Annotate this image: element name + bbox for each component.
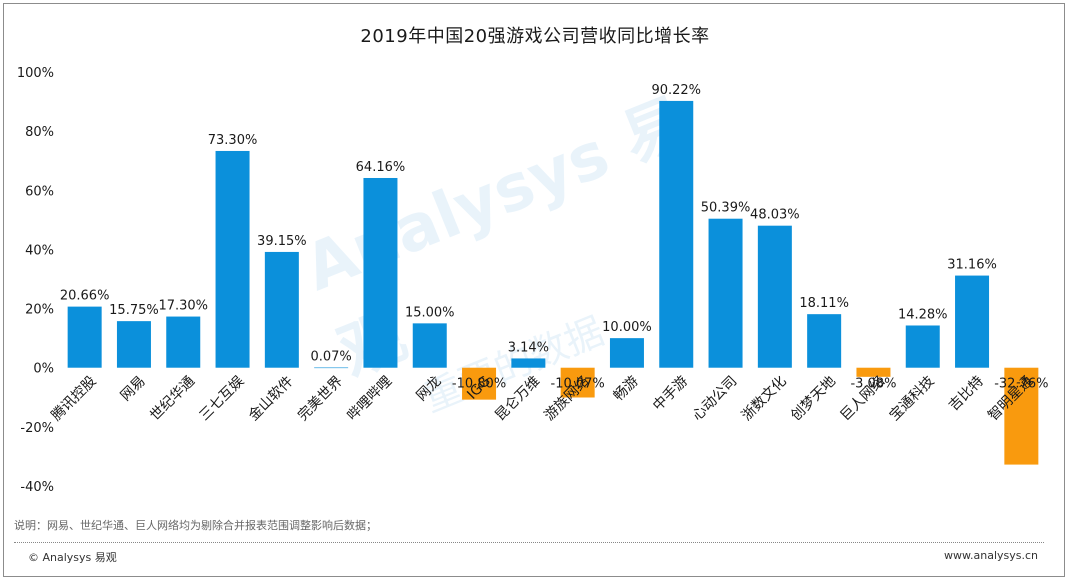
data-label: 31.16% [947, 258, 997, 273]
x-tick-label: 心动公司 [689, 373, 740, 424]
x-tick-label: 吉比特 [946, 373, 987, 414]
y-tick-label: -20% [20, 421, 54, 436]
x-tick-label: 世纪华通 [147, 373, 198, 424]
bar [67, 306, 102, 368]
bars-group [67, 100, 1039, 465]
data-label: 39.15% [257, 234, 307, 249]
bar [659, 100, 694, 368]
bar [757, 225, 792, 368]
data-label: -10.07% [551, 377, 605, 392]
bar [708, 218, 743, 368]
bar [609, 338, 644, 368]
x-tick-label: 哔哩哔哩 [344, 373, 395, 424]
x-tick-label: 创梦天地 [788, 373, 839, 424]
chart-title: 2019年中国20强游戏公司营收同比增长率 [360, 26, 710, 47]
data-label: 14.28% [898, 307, 948, 322]
y-tick-label: 100% [17, 66, 54, 81]
footer-divider [14, 542, 1044, 543]
x-tick-label: 腾讯控股 [48, 373, 100, 425]
bar [412, 323, 447, 368]
website-link[interactable]: www.analysys.cn [944, 549, 1038, 562]
data-label: -32.76% [994, 377, 1048, 392]
bar [955, 275, 990, 368]
bar [363, 177, 398, 368]
bar [166, 316, 201, 368]
data-label: 3.14% [508, 340, 549, 355]
copyright-text: © Analysys 易观 [28, 551, 117, 564]
bar [462, 367, 497, 400]
data-label: 20.66% [60, 289, 110, 304]
x-tick-label: 网龙 [413, 373, 444, 404]
bar [116, 321, 151, 368]
data-label: 48.03% [750, 208, 800, 223]
data-label: 15.00% [405, 305, 455, 320]
y-tick-label: 0% [33, 362, 54, 377]
data-label: -10.80% [452, 377, 506, 392]
bar [560, 367, 595, 398]
x-tick-label: 金山软件 [246, 373, 297, 424]
x-tick-label: 浙数文化 [739, 373, 790, 424]
data-label: 0.07% [310, 350, 351, 365]
data-label: 17.30% [158, 299, 208, 314]
data-label: -3.08% [850, 377, 896, 392]
x-tick-label: 中手游 [650, 373, 691, 414]
x-tick-label: 完美世界 [295, 373, 346, 424]
bar [1004, 367, 1039, 465]
data-label: 73.30% [208, 133, 258, 148]
y-tick-label: 20% [25, 303, 54, 318]
data-label: 15.75% [109, 303, 159, 318]
chart-frame [3, 3, 1065, 577]
x-tick-label: 畅游 [611, 373, 642, 404]
bar [905, 325, 940, 368]
bar [807, 314, 842, 368]
data-label: 50.39% [701, 201, 751, 216]
y-tick-label: 80% [25, 125, 54, 140]
footnote: 说明：网易、世纪华通、巨人网络均为剔除合并报表范围调整影响后数据； [14, 519, 377, 532]
bar [264, 251, 299, 368]
bar [215, 150, 250, 368]
y-tick-label: 60% [25, 184, 54, 199]
bar [511, 358, 546, 368]
data-label: 64.16% [356, 160, 406, 175]
y-tick-label: -40% [20, 480, 54, 495]
x-tick-label: 三七互娱 [196, 373, 247, 424]
y-axis-ticks: 100% 80% 60% 40% 20% 0% -20% -40% [17, 66, 54, 495]
bar [856, 367, 891, 377]
data-label: 18.11% [799, 296, 849, 311]
data-label: 90.22% [651, 83, 701, 98]
y-tick-label: 40% [25, 243, 54, 258]
bar [314, 367, 349, 369]
x-tick-label: 网易 [118, 373, 149, 404]
data-label: 10.00% [602, 320, 652, 335]
data-labels-group: 20.66%15.75% 17.30% 73.30% 39.15% 0.07% 64.16… [60, 83, 1049, 392]
